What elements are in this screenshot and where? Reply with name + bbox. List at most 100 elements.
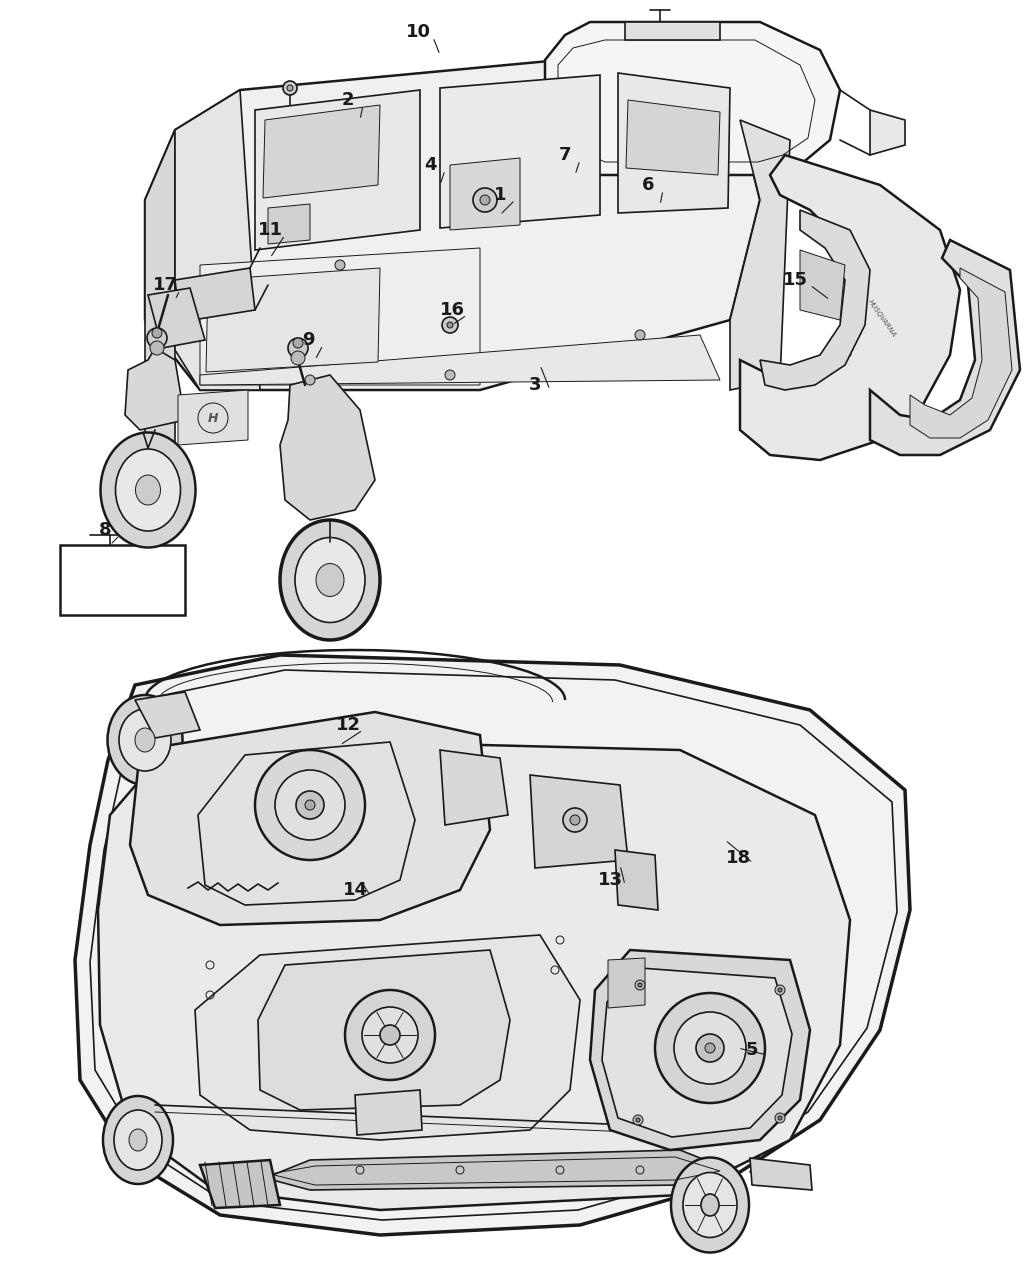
Circle shape	[150, 341, 164, 355]
Polygon shape	[148, 289, 205, 348]
Circle shape	[442, 316, 458, 333]
Circle shape	[362, 1007, 418, 1063]
Text: HUSQVARNA: HUSQVARNA	[867, 299, 897, 338]
Polygon shape	[200, 336, 720, 385]
Ellipse shape	[701, 1193, 719, 1216]
Polygon shape	[60, 545, 185, 615]
Polygon shape	[730, 119, 790, 390]
Circle shape	[447, 322, 453, 328]
Polygon shape	[175, 268, 255, 322]
Circle shape	[296, 791, 324, 819]
Circle shape	[345, 990, 435, 1080]
Polygon shape	[200, 1160, 280, 1207]
Polygon shape	[145, 130, 175, 520]
Circle shape	[287, 85, 293, 92]
Text: 6: 6	[642, 175, 654, 194]
Polygon shape	[870, 240, 1020, 455]
Text: 17: 17	[153, 276, 177, 294]
Circle shape	[563, 808, 587, 833]
Circle shape	[291, 351, 305, 365]
Circle shape	[655, 993, 765, 1103]
Circle shape	[778, 1116, 782, 1120]
Text: H: H	[208, 412, 218, 425]
Polygon shape	[870, 111, 905, 155]
Polygon shape	[200, 248, 480, 385]
Ellipse shape	[683, 1173, 737, 1238]
Polygon shape	[145, 60, 760, 390]
Circle shape	[283, 81, 297, 95]
Text: 3: 3	[528, 376, 542, 394]
Circle shape	[152, 328, 162, 338]
Ellipse shape	[119, 709, 171, 771]
Ellipse shape	[108, 695, 182, 785]
Polygon shape	[98, 740, 850, 1210]
Polygon shape	[760, 210, 870, 390]
Ellipse shape	[103, 1096, 173, 1185]
Circle shape	[570, 815, 580, 825]
Text: 2: 2	[342, 92, 354, 109]
Polygon shape	[263, 105, 380, 198]
Polygon shape	[195, 935, 580, 1140]
Ellipse shape	[295, 538, 365, 623]
Text: 12: 12	[336, 716, 360, 733]
Polygon shape	[750, 1158, 812, 1190]
Circle shape	[638, 982, 642, 988]
Text: 1: 1	[494, 186, 506, 205]
Polygon shape	[545, 22, 840, 175]
Polygon shape	[590, 949, 810, 1150]
Circle shape	[633, 1115, 643, 1125]
Text: 14: 14	[342, 881, 368, 899]
Polygon shape	[618, 72, 730, 214]
Circle shape	[636, 1118, 640, 1122]
Circle shape	[255, 750, 365, 860]
Circle shape	[335, 261, 345, 269]
Circle shape	[275, 770, 345, 840]
Circle shape	[778, 988, 782, 991]
Ellipse shape	[671, 1158, 749, 1252]
Circle shape	[293, 338, 303, 348]
Polygon shape	[178, 390, 248, 445]
Circle shape	[635, 980, 645, 990]
Polygon shape	[125, 348, 185, 430]
Text: 5: 5	[745, 1041, 758, 1059]
Polygon shape	[280, 375, 375, 520]
Polygon shape	[265, 1150, 730, 1190]
Polygon shape	[440, 75, 600, 228]
Circle shape	[305, 799, 315, 810]
Polygon shape	[602, 969, 792, 1138]
Ellipse shape	[135, 728, 155, 752]
Text: 10: 10	[406, 23, 430, 41]
Polygon shape	[440, 750, 508, 825]
Circle shape	[480, 194, 490, 205]
Circle shape	[635, 330, 645, 341]
Polygon shape	[626, 100, 720, 175]
Circle shape	[775, 1113, 785, 1124]
Polygon shape	[910, 268, 1012, 438]
Polygon shape	[268, 205, 310, 244]
Circle shape	[705, 1043, 715, 1052]
Circle shape	[147, 328, 167, 348]
Ellipse shape	[316, 563, 344, 596]
Polygon shape	[740, 155, 961, 460]
Circle shape	[380, 1024, 400, 1045]
Polygon shape	[608, 958, 645, 1008]
Text: 18: 18	[725, 849, 751, 867]
Circle shape	[305, 375, 315, 385]
Ellipse shape	[280, 520, 380, 641]
Polygon shape	[206, 268, 380, 372]
Text: 7: 7	[559, 146, 571, 164]
Polygon shape	[135, 691, 200, 738]
Ellipse shape	[116, 449, 180, 531]
Text: 15: 15	[782, 271, 808, 289]
Ellipse shape	[129, 1129, 147, 1152]
Polygon shape	[258, 949, 510, 1110]
Text: 16: 16	[439, 301, 465, 319]
Text: 8: 8	[98, 521, 112, 539]
Text: 13: 13	[597, 871, 623, 888]
Polygon shape	[625, 22, 720, 39]
Polygon shape	[355, 1091, 422, 1135]
Ellipse shape	[114, 1110, 162, 1171]
Polygon shape	[175, 90, 260, 390]
Circle shape	[445, 370, 455, 380]
Polygon shape	[450, 158, 520, 230]
